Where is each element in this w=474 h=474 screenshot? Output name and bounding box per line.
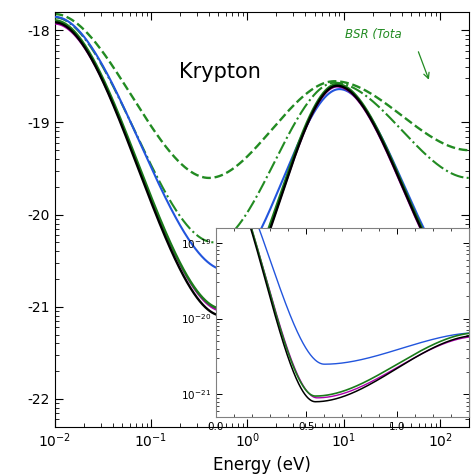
Text: BSR (Tota: BSR (Tota <box>345 28 401 41</box>
X-axis label: Energy (eV): Energy (eV) <box>213 456 311 474</box>
Text: Krypton: Krypton <box>179 62 261 82</box>
